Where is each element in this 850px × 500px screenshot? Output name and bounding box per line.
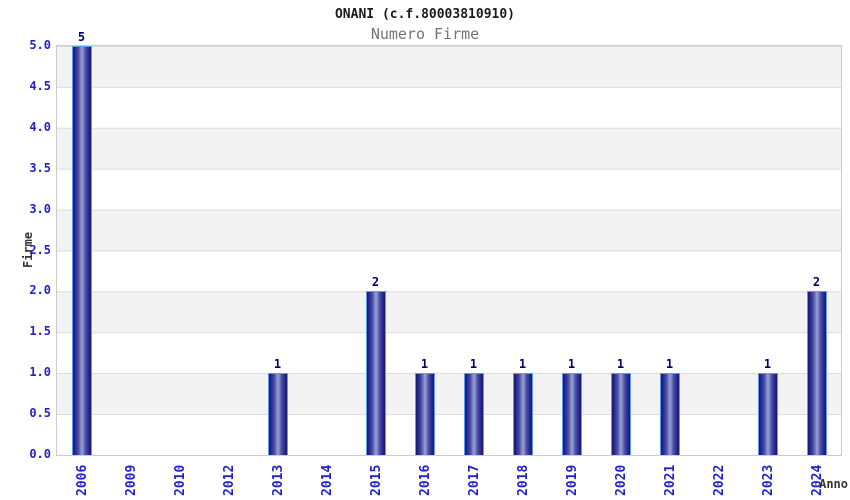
- bar-2006: [71, 46, 92, 455]
- y-tick-label: 2.5: [29, 242, 51, 257]
- bar-value-label-2017: 1: [469, 357, 478, 372]
- y-tick-label: 1.0: [29, 365, 51, 380]
- y-tick-label: 3.5: [29, 160, 51, 175]
- bar-value-label-2023: 1: [763, 357, 772, 372]
- bar-2019: [561, 373, 582, 455]
- x-tick-label-2018: 2018: [515, 464, 531, 496]
- bar-value-label-2020: 1: [616, 357, 625, 372]
- x-tick-label-2022: 2022: [711, 464, 727, 496]
- x-tick-label-2012: 2012: [221, 464, 237, 496]
- bar-2013: [267, 373, 288, 455]
- bar-value-label-2015: 2: [371, 275, 380, 290]
- x-tick-label-2015: 2015: [368, 464, 384, 496]
- x-tick-label-2014: 2014: [319, 464, 335, 496]
- x-tick-label-2017: 2017: [466, 464, 482, 496]
- chart-title: ONANI (c.f.80003810910): [334, 7, 515, 22]
- y-tick-label: 0.0: [29, 447, 51, 461]
- y-tick-label: 2.0: [29, 283, 51, 298]
- y-tick-label: 1.5: [29, 324, 51, 339]
- bar-value-label-2019: 1: [567, 357, 576, 372]
- x-tick-label-2023: 2023: [760, 464, 776, 496]
- x-tick-label-2013: 2013: [270, 464, 286, 496]
- bar-2016: [414, 373, 435, 455]
- chart-subtitle: Numero Firme: [370, 25, 480, 43]
- bar-2023: [757, 373, 778, 455]
- y-tick-label: 5.0: [29, 38, 51, 52]
- y-tick-label: 4.0: [29, 119, 51, 134]
- x-tick-label-2019: 2019: [564, 464, 580, 496]
- x-tick-label-2021: 2021: [662, 464, 678, 496]
- y-axis-title: Firme: [21, 231, 35, 268]
- plot-area: 5 1 2 1 1 1 1 1 1 1 2: [56, 30, 842, 456]
- bar-value-label-2018: 1: [518, 357, 527, 372]
- bar-value-label-2006: 5: [77, 30, 86, 44]
- bar-2020: [610, 373, 631, 455]
- x-axis-title: Anno: [819, 477, 848, 491]
- bar-value-label-2021: 1: [665, 357, 674, 372]
- bar-2015: [365, 291, 386, 455]
- bar-2017: [463, 373, 484, 455]
- bar-value-label-2024: 2: [812, 275, 821, 290]
- bar-2018: [512, 373, 533, 455]
- y-tick-label: 4.5: [29, 78, 51, 93]
- bar-2024: [806, 291, 827, 455]
- x-tick-label-2010: 2010: [172, 464, 188, 496]
- x-tick-label-2020: 2020: [613, 464, 629, 496]
- bar-value-label-2016: 1: [420, 357, 429, 372]
- bar-2021: [659, 373, 680, 455]
- x-tick-label-2006: 2006: [74, 464, 90, 496]
- x-tick-label-2016: 2016: [417, 464, 433, 496]
- x-tick-label-2009: 2009: [123, 464, 139, 496]
- y-tick-label: 3.0: [29, 201, 51, 216]
- bar-value-label-2013: 1: [273, 357, 282, 372]
- y-tick-label: 0.5: [29, 406, 51, 421]
